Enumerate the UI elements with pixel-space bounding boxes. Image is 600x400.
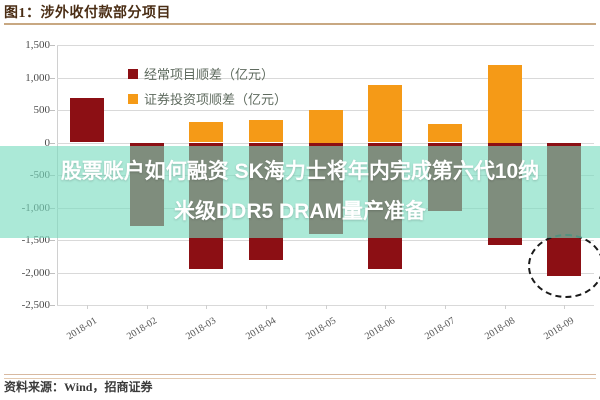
y-tick-label: 1,000 [25,71,50,84]
x-tick-mark [445,305,446,309]
y-tick-mark [50,110,55,111]
bar-current-account [70,97,104,143]
bar-securities-investment [428,123,462,143]
y-tick-mark [50,305,55,306]
legend-item-securities-investment: 证券投资项顺差（亿元） [128,89,287,108]
x-tick-label: 2018-01 [64,315,99,343]
overlay-headline-line1: 股票账户如何融资 SK海力士将年内完成第六代10纳 [60,160,540,183]
x-tick-mark [87,305,88,309]
legend-item-current-account: 经常项目顺差（亿元） [128,64,287,83]
bar-securities-investment [309,110,343,143]
gridline [57,77,594,79]
overlay-headline-line2: 米级DDR5 DRAM量产准备 [174,200,426,223]
legend-label: 经常项目顺差（亿元） [144,67,275,82]
x-tick-mark [326,305,327,309]
x-tick-mark [206,305,207,309]
x-tick-label: 2018-03 [184,315,219,343]
y-tick-label: 1,500 [25,39,50,51]
figure-source: 资料来源：Wind，招商证券 [4,380,153,394]
x-tick-label: 2018-02 [124,315,159,343]
x-tick-label: 2018-08 [482,315,517,343]
gridline [57,305,594,306]
legend-label: 证券投资项顺差（亿元） [144,92,288,107]
y-tick-mark [50,45,55,46]
y-tick-mark [50,142,55,144]
chart-legend: 经常项目顺差（亿元） 证券投资项顺差（亿元） [128,64,287,114]
y-tick-label: 500 [33,104,51,116]
gridline [57,240,594,241]
y-tick-label: -2,500 [21,299,50,311]
x-tick-mark [564,305,565,309]
bar-securities-investment [249,120,283,143]
x-tick-label: 2018-05 [303,315,338,343]
gridline [57,272,594,274]
legend-swatch-icon [128,68,138,79]
y-tick-mark [50,272,55,274]
legend-swatch-icon [128,93,138,104]
source-divider [4,374,596,375]
gridline [57,45,594,46]
y-tick-mark [50,77,55,79]
y-tick-mark [50,240,55,241]
x-tick-mark [147,305,148,309]
x-tick-label: 2018-06 [363,315,398,343]
bar-securities-investment [488,64,522,143]
overlay-band [0,146,600,238]
title-divider [4,23,596,25]
x-tick-mark [385,305,386,309]
x-tick-mark [266,305,267,309]
bar-securities-investment [368,85,402,143]
x-axis-line [4,378,596,379]
figure-title: 图1：涉外收付款部分项目 [4,6,171,21]
x-tick-label: 2018-09 [542,315,577,343]
y-tick-label: 0 [44,136,51,149]
x-tick-label: 2018-07 [422,315,457,343]
y-tick-label: -2,000 [21,266,50,279]
x-tick-label: 2018-04 [243,315,278,343]
bar-securities-investment [189,121,223,143]
x-tick-mark [505,305,506,309]
